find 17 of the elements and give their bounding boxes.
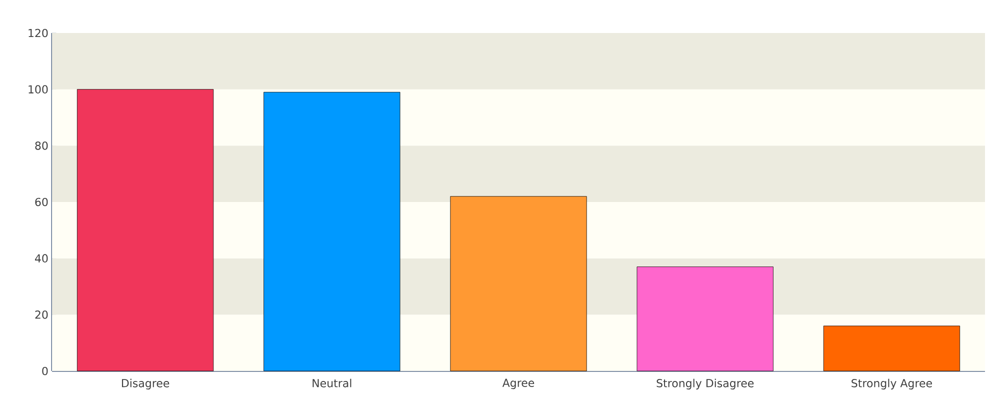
y-tick-label: 0 (42, 366, 48, 376)
x-tick-label: Disagree (122, 378, 170, 390)
y-tick-label: 80 (35, 142, 48, 150)
y-tick-label: 20 (35, 310, 48, 319)
y-tick-label: 40 (35, 254, 48, 262)
y-tick-label: 120 (28, 28, 48, 38)
x-tick-label: Strongly Disagree (656, 378, 754, 390)
bar (636, 266, 774, 372)
bar (76, 89, 214, 372)
y-tick-label: 100 (28, 85, 48, 94)
x-tick-label: Agree (502, 378, 534, 390)
y-tick-label: 60 (35, 198, 48, 206)
x-tick-label: Strongly Agree (852, 378, 932, 390)
bar (450, 196, 587, 372)
x-tick-label: Neutral (312, 378, 352, 388)
bar (264, 92, 400, 372)
bar (823, 326, 960, 372)
